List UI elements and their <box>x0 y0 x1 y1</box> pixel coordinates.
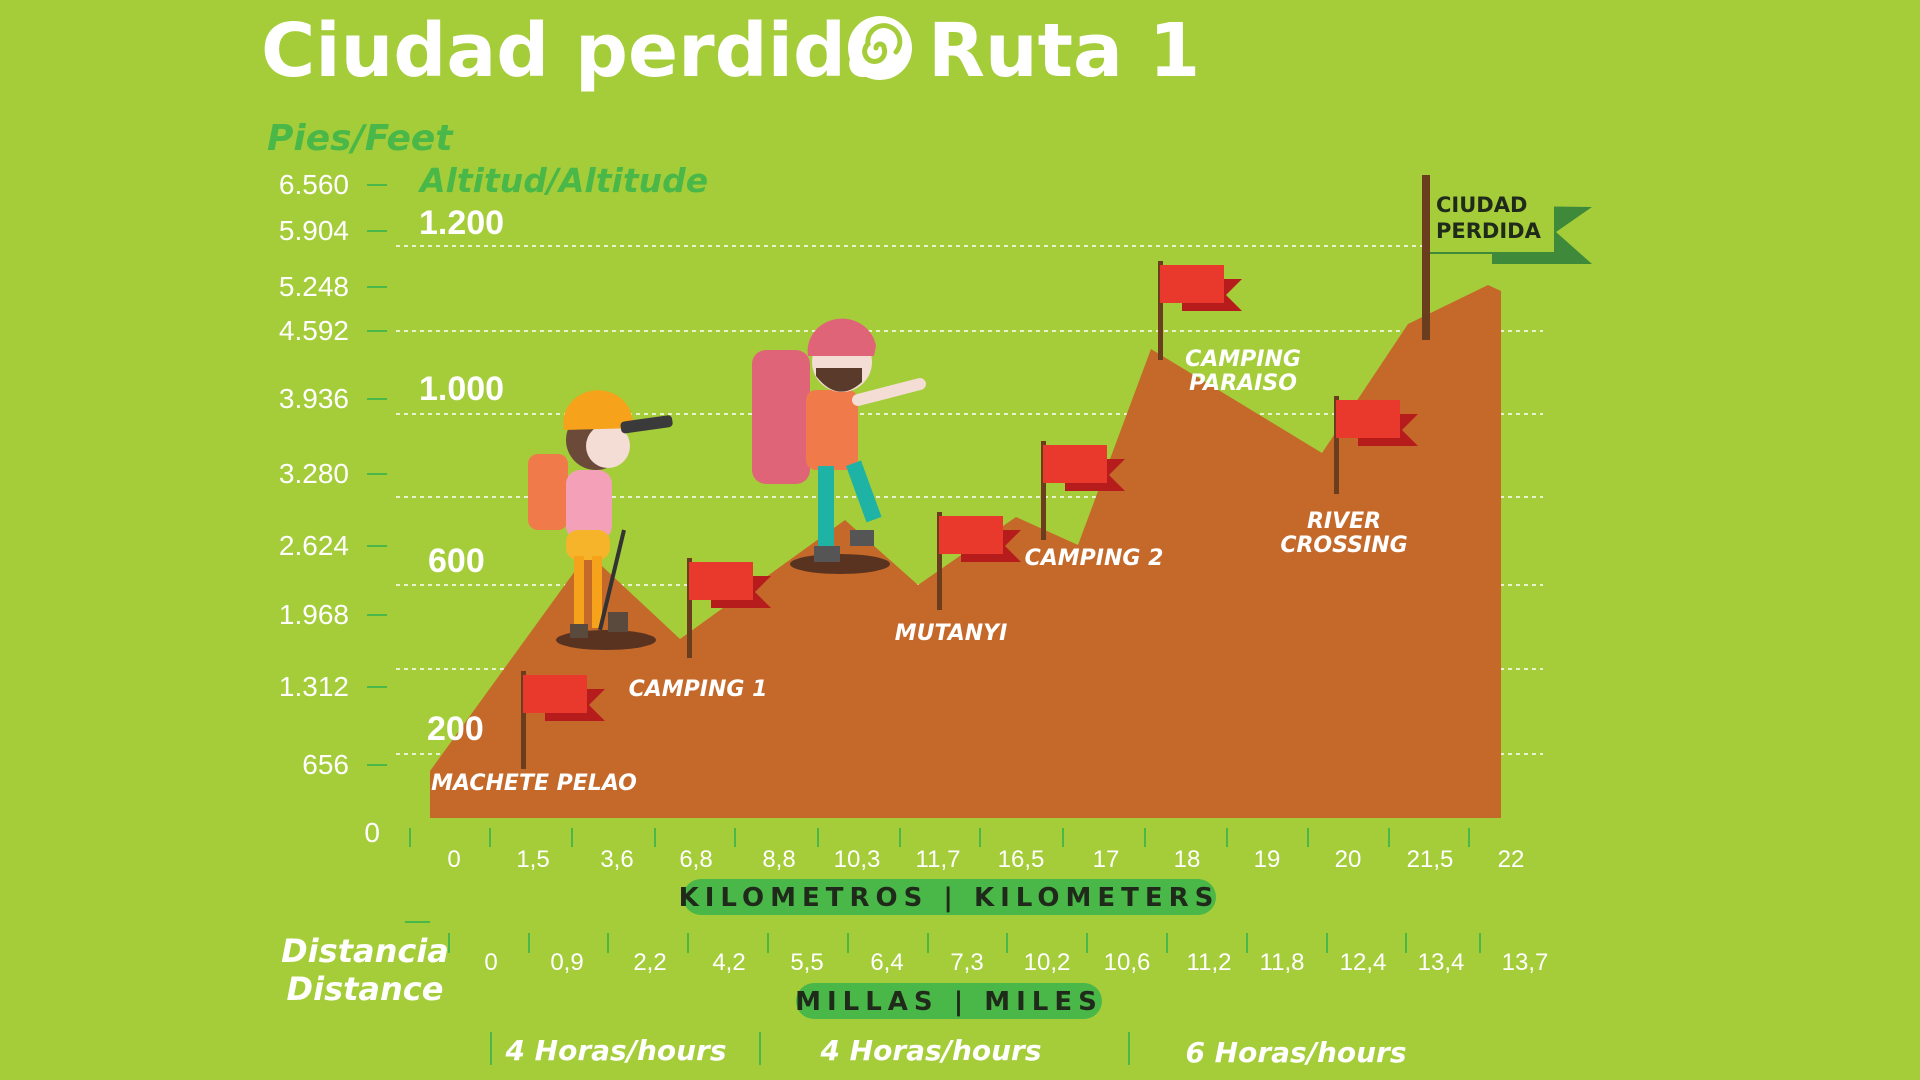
miles-tick-label: 0 <box>484 949 497 976</box>
hiker-woman-illustration <box>528 390 673 650</box>
flag-pole <box>687 558 692 658</box>
feet-tick-label: 3.280 <box>279 458 349 489</box>
altitude-tick-label: 200 <box>427 710 484 748</box>
km-tick-label: 10,3 <box>834 846 881 873</box>
km-tick-label: 0 <box>447 846 460 873</box>
title-right: Ruta 1 <box>928 8 1200 94</box>
red-flag-icon <box>1334 396 1418 494</box>
km-tick-label: 6,8 <box>679 846 712 873</box>
waypoint-label-river-crossing-1: RIVER <box>1307 509 1381 534</box>
flag-cloth <box>1336 400 1400 438</box>
km-tick-label: 20 <box>1335 846 1362 873</box>
miles-tick-label: 10,2 <box>1024 949 1071 976</box>
red-flag-icon <box>521 671 605 769</box>
waypoint-label-river-crossing-2: CROSSING <box>1280 533 1407 558</box>
miles-tick-label: 10,6 <box>1104 949 1151 976</box>
miles-tick-label: 0,9 <box>550 949 583 976</box>
duration-row: 4 Horas/hours 4 Horas/hours 6 Horas/hour… <box>490 1032 1407 1069</box>
waypoint-label-mutanyi: MUTANYI <box>895 621 1008 646</box>
red-flag-icon <box>687 558 771 658</box>
miles-tick-label: 2,2 <box>633 949 666 976</box>
km-tick-label: 1,5 <box>516 846 549 873</box>
duration-segment-1: 4 Horas/hours <box>504 1034 726 1067</box>
km-tick-label: 17 <box>1093 846 1120 873</box>
duration-segment-3: 6 Horas/hours <box>1185 1036 1406 1069</box>
feet-tick-label: 6.560 <box>279 169 349 200</box>
miles-tick-label: 13,7 <box>1502 949 1549 976</box>
flag-pole <box>1422 175 1430 340</box>
km-pill <box>683 879 1216 915</box>
km-tick-label: 3,6 <box>600 846 633 873</box>
flag-cloth <box>523 675 587 713</box>
miles-tick-label: 11,8 <box>1260 949 1305 976</box>
feet-axis-label: Pies/Feet <box>267 118 454 159</box>
distance-label-es: Distancia <box>281 932 449 970</box>
waypoint-label-camping-paraiso-2: PARAISO <box>1189 371 1297 396</box>
waypoint-label-camping-2: CAMPING 2 <box>1025 546 1164 571</box>
distance-label-en: Distance <box>287 970 444 1008</box>
feet-tick-label: 1.968 <box>279 599 349 630</box>
elevation-profile <box>430 285 1501 818</box>
feet-axis: 6.560 5.904 5.248 4.592 3.936 3.280 2.624 1.968… <box>279 169 387 848</box>
title-left: Ciudad perdida <box>261 8 896 94</box>
flag-pole <box>521 671 526 769</box>
km-tick-label: 21,5 <box>1407 846 1454 873</box>
feet-tick-label: 5.248 <box>279 271 349 302</box>
flag-pole <box>1334 396 1339 494</box>
miles-tick-label: 4,2 <box>712 949 745 976</box>
waypoint-flags <box>521 175 1592 769</box>
waypoint-label-ciudad-perdida-1: CIUDAD <box>1436 193 1527 217</box>
km-tick-label: 8,8 <box>762 846 795 873</box>
altitude-tick-label: 1.000 <box>419 370 504 408</box>
feet-tick-label: 5.904 <box>279 215 349 246</box>
feet-tick-label: 656 <box>302 749 349 780</box>
flag-cloth <box>1043 445 1107 483</box>
waypoint-label-camping-1: CAMPING 1 <box>629 677 768 702</box>
km-axis-label: KILOMETROS | KILOMETERS <box>679 883 1220 913</box>
altitude-tick-label: 600 <box>428 542 485 580</box>
km-axis: 0 1,5 3,6 6,8 8,8 10,3 11,7 16,5 17 18 19 20 21,5 22 <box>409 828 1525 873</box>
miles-axis: 0 0,9 2,2 4,2 5,5 6,4 7,3 10,2 10,6 11,2 11,8 12,4 1… <box>448 933 1549 976</box>
miles-tick-label: 5,5 <box>790 949 823 976</box>
feet-tick-label: 2.624 <box>279 530 349 561</box>
km-tick-label: 11,7 <box>916 846 961 873</box>
flag-label-bg <box>1430 200 1554 252</box>
hiker-man-illustration <box>752 318 926 574</box>
miles-pill <box>796 983 1102 1019</box>
miles-tick-label: 13,4 <box>1418 949 1465 976</box>
feet-tick-label: 0 <box>364 817 380 848</box>
flag-cloth <box>1160 265 1224 303</box>
final-green-flag-icon <box>1422 175 1592 340</box>
flag-cloth <box>689 562 753 600</box>
km-tick-label: 22 <box>1498 846 1525 873</box>
flag-pole <box>1158 261 1163 360</box>
flag-cloth <box>939 516 1003 554</box>
altitude-tick-label: 1.200 <box>419 204 504 242</box>
miles-tick-label: 6,4 <box>870 949 903 976</box>
miles-tick-label: 7,3 <box>950 949 983 976</box>
miles-axis-label: MILLAS | MILES <box>795 987 1103 1017</box>
altitude-axis: 1.200 1.000 600 200 <box>419 204 504 748</box>
flag-pole <box>937 512 942 610</box>
feet-tick-label: 1.312 <box>279 671 349 702</box>
flag-pole <box>1041 441 1046 540</box>
miles-tick-label: 12,4 <box>1340 949 1387 976</box>
red-flag-icon <box>937 512 1021 610</box>
km-tick-label: 19 <box>1254 846 1281 873</box>
duration-segment-2: 4 Horas/hours <box>819 1034 1041 1067</box>
spiral-icon <box>848 16 912 80</box>
altitude-axis-label: Altitud/Altitude <box>417 161 708 200</box>
red-flag-icon <box>1158 261 1242 360</box>
feet-tick-label: 3.936 <box>279 383 349 414</box>
feet-tick-label: 4.592 <box>279 315 349 346</box>
km-tick-label: 18 <box>1174 846 1201 873</box>
km-tick-label: 16,5 <box>998 846 1045 873</box>
red-flag-icon <box>1041 441 1125 540</box>
waypoint-label-camping-paraiso-1: CAMPING <box>1185 347 1301 372</box>
miles-tick-label: 11,2 <box>1187 949 1232 976</box>
waypoint-label-machete-pelao: MACHETE PELAO <box>431 771 637 796</box>
waypoint-label-ciudad-perdida-2: PERDIDA <box>1436 219 1542 243</box>
